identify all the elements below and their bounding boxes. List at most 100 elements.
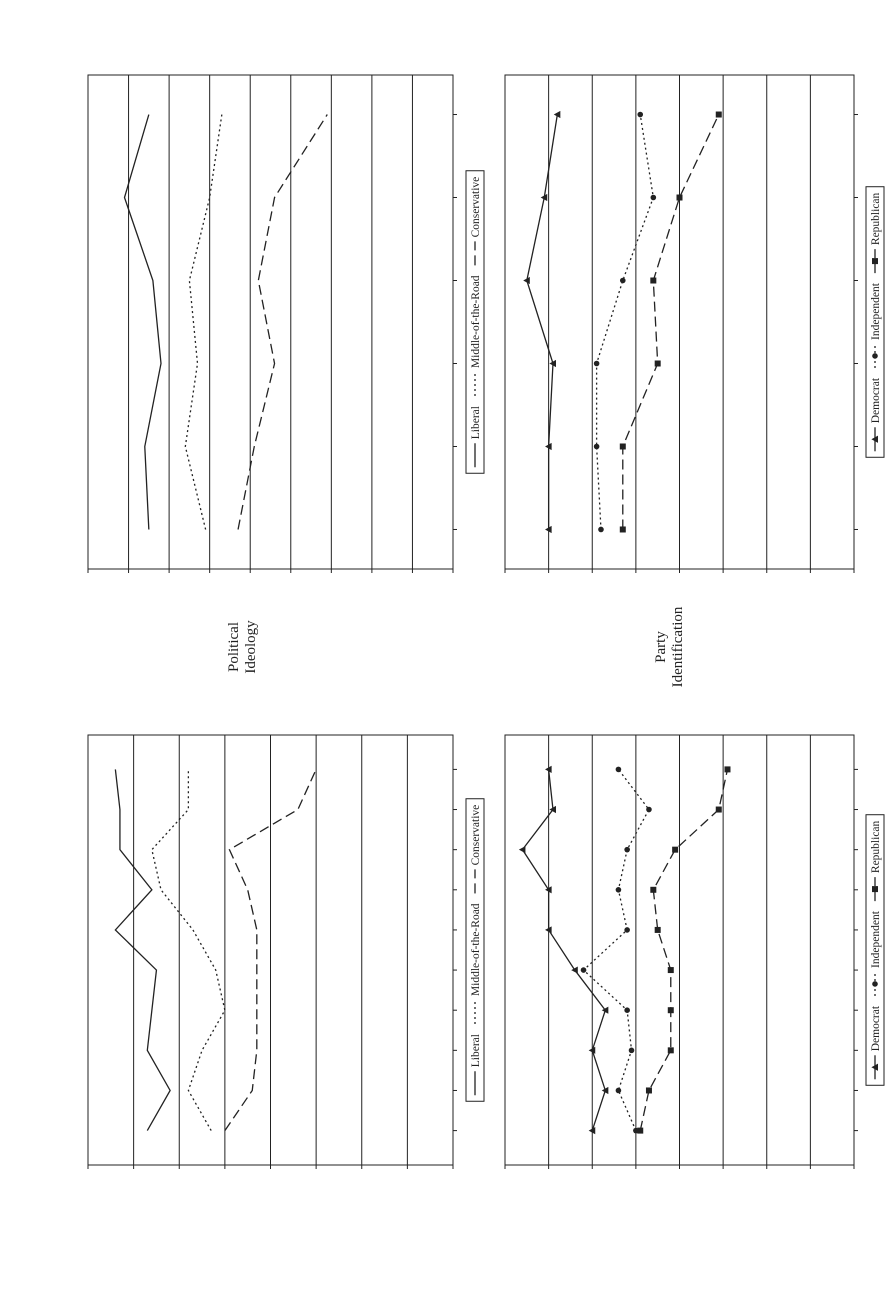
- legend-label-liberal: Liberal: [470, 406, 482, 439]
- data-point-democrat: [601, 1086, 609, 1095]
- series-line-independent: [582, 769, 650, 1131]
- data-point-democrat: [553, 110, 561, 119]
- data-point-independent: [598, 526, 604, 533]
- data-point-independent: [624, 927, 630, 933]
- legend-label-conservative: Conservative: [470, 177, 482, 238]
- data-point-independent: [624, 846, 630, 853]
- data-point-democrat: [588, 1046, 596, 1054]
- series-line-middle-of-the-road: [184, 114, 223, 530]
- series-line-democrat: [526, 114, 558, 530]
- data-point-democrat: [545, 442, 552, 451]
- data-point-republican: [654, 926, 661, 933]
- legend-marker-democrat-shape: [871, 1063, 878, 1071]
- data-point-independent: [646, 806, 652, 813]
- data-point-republican: [676, 194, 683, 201]
- legend-marker-independent: [872, 981, 878, 987]
- data-point-republican: [650, 886, 657, 893]
- legend-marker-democrat: [871, 435, 878, 443]
- series-line-democrat: [521, 769, 607, 1131]
- data-point-democrat: [549, 805, 556, 814]
- data-point-republican: [619, 526, 626, 533]
- data-point-republican: [619, 443, 626, 450]
- panel-a: Liberal Middle-of-the-Road Conservative: [87, 734, 485, 1169]
- data-point-republican: [724, 766, 731, 773]
- data-point-independent: [615, 886, 622, 893]
- legend: Liberal Middle-of-the-Road Conservative: [465, 170, 485, 474]
- series-line-republican: [622, 114, 720, 530]
- legend-label-democrat: Democrat: [870, 377, 882, 423]
- data-point-democrat: [545, 525, 552, 534]
- data-point-republican: [654, 360, 661, 367]
- legend: Democrat Independent Republican: [865, 186, 885, 458]
- data-point-independent: [624, 1007, 630, 1013]
- legend-box: [865, 814, 885, 1086]
- legend-marker-democrat: [871, 1063, 878, 1071]
- data-point-republican: [672, 846, 679, 853]
- data-point-independent: [593, 360, 600, 367]
- legend-box: [865, 186, 885, 458]
- data-point-independent: [615, 766, 622, 773]
- data-point-republican: [667, 1007, 674, 1014]
- panel-d: Democrat Independent Republican: [504, 74, 885, 573]
- legend-box: [465, 170, 485, 474]
- data-point-independent: [637, 111, 644, 118]
- legend-marker-republican: [872, 258, 878, 265]
- legend-label-middle-of-the-road: Middle-of-the-Road: [470, 275, 482, 368]
- legend-label-independent: Independent: [870, 910, 882, 968]
- legend-marker-independent-shape: [872, 981, 878, 987]
- data-point-democrat: [518, 846, 526, 854]
- data-point-independent: [628, 1047, 635, 1054]
- series-line-liberal: [114, 769, 171, 1131]
- legend-marker-democrat-shape: [871, 435, 878, 443]
- legend-label-republican: Republican: [870, 192, 882, 245]
- data-point-democrat: [540, 193, 548, 202]
- data-point-republican: [645, 1087, 652, 1094]
- data-point-republican: [715, 111, 722, 118]
- group-label-party-line2: Identification: [670, 606, 686, 687]
- data-point-independent: [580, 967, 587, 973]
- data-point-democrat: [523, 276, 530, 285]
- panel-b: Democrat Independent Republican: [504, 734, 885, 1169]
- data-point-republican: [637, 1127, 644, 1134]
- legend-label-liberal: Liberal: [470, 1034, 482, 1067]
- series-line-liberal: [123, 114, 162, 530]
- data-point-independent: [615, 1087, 622, 1094]
- legend-marker-republican-shape: [872, 258, 878, 265]
- data-point-republican: [667, 967, 674, 974]
- series-line-conservative: [237, 114, 328, 530]
- plot-frame: [87, 74, 454, 570]
- legend-marker-republican: [872, 886, 878, 893]
- data-point-independent: [650, 194, 657, 201]
- legend-marker-independent: [872, 353, 878, 359]
- data-point-democrat: [571, 966, 578, 974]
- series-line-independent: [595, 114, 654, 530]
- legend-marker-independent-shape: [872, 353, 878, 359]
- legend-label-middle-of-the-road: Middle-of-the-Road: [470, 903, 482, 996]
- panel-c: Liberal Middle-of-the-Road Conservative: [87, 74, 485, 573]
- legend-label-independent: Independent: [870, 282, 882, 340]
- data-point-democrat: [549, 359, 556, 368]
- series-line-middle-of-the-road: [151, 769, 226, 1131]
- data-point-democrat: [545, 926, 552, 934]
- series-line-republican: [639, 769, 729, 1131]
- group-label-political-line2: Ideology: [243, 620, 259, 674]
- data-point-republican: [650, 277, 657, 284]
- legend-box: [465, 798, 485, 1102]
- group-label-party-line1: Party: [653, 631, 669, 663]
- data-point-democrat: [545, 765, 552, 773]
- data-point-republican: [667, 1047, 674, 1054]
- legend-label-republican: Republican: [870, 820, 882, 873]
- data-point-democrat: [601, 1006, 609, 1014]
- legend: Democrat Independent Republican: [865, 814, 885, 1086]
- data-point-independent: [593, 443, 600, 450]
- group-label-political-line1: Political: [226, 622, 242, 672]
- legend-label-democrat: Democrat: [870, 1005, 882, 1051]
- data-point-democrat: [545, 886, 552, 894]
- data-point-republican: [715, 806, 722, 813]
- legend-label-conservative: Conservative: [470, 805, 482, 866]
- data-point-independent: [619, 277, 626, 284]
- data-point-democrat: [588, 1127, 596, 1135]
- rotated-page: Political Ideology Party Identification …: [87, 74, 885, 1169]
